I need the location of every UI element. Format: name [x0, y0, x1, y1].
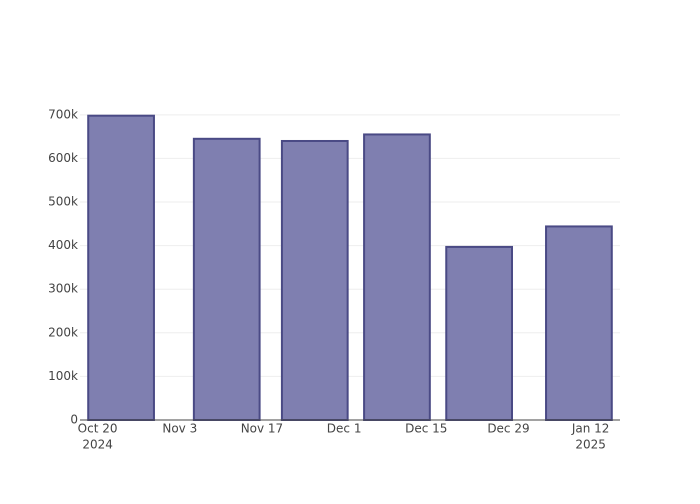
y-tick-label: 500k	[48, 195, 78, 209]
x-tick-year: 2024	[82, 438, 113, 452]
bar	[545, 225, 613, 421]
x-tick-label: Oct 20	[78, 422, 118, 436]
bar	[363, 133, 431, 422]
bar	[445, 245, 513, 421]
bar	[280, 139, 349, 421]
x-tick-label: Nov 3	[162, 422, 197, 436]
x-tick-label: Dec 15	[405, 422, 447, 436]
x-tick-label: Jan 12	[571, 422, 610, 436]
y-tick-label: 400k	[48, 238, 78, 252]
y-tick-label: 200k	[48, 325, 78, 339]
y-tick-label: 600k	[48, 151, 78, 165]
bar	[192, 137, 261, 421]
y-tick-label: 100k	[48, 369, 78, 383]
x-tick-label: Nov 17	[241, 422, 284, 436]
y-tick-label: 300k	[48, 282, 78, 296]
x-tick-year: 2025	[575, 438, 606, 452]
x-tick-label: Dec 29	[487, 422, 529, 436]
x-tick-label: Dec 1	[327, 422, 362, 436]
bar	[87, 114, 155, 421]
y-tick-label: 0	[70, 413, 78, 427]
y-tick-label: 700k	[48, 107, 78, 121]
